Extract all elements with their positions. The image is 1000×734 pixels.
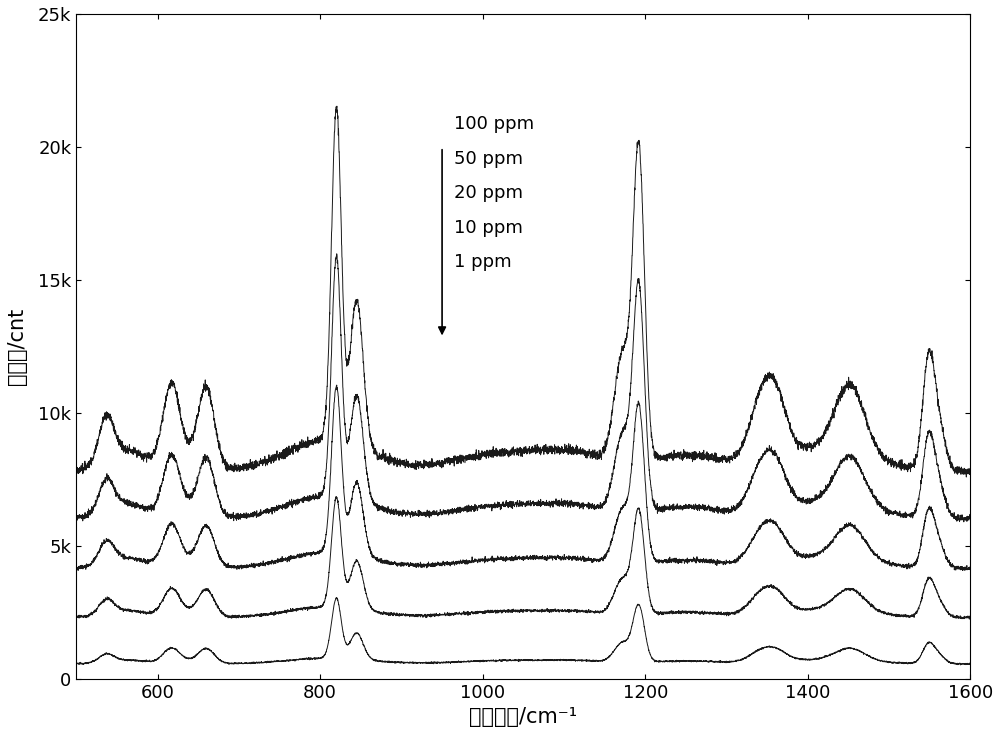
Y-axis label: 吸收値/cnt: 吸收値/cnt: [7, 308, 27, 385]
Text: 10 ppm: 10 ppm: [454, 219, 523, 236]
X-axis label: 拉曼位移/cm⁻¹: 拉曼位移/cm⁻¹: [469, 707, 577, 727]
Text: 100 ppm: 100 ppm: [454, 115, 534, 133]
Text: 20 ppm: 20 ppm: [454, 184, 523, 202]
Text: 1 ppm: 1 ppm: [454, 253, 512, 272]
Text: 50 ppm: 50 ppm: [454, 150, 523, 167]
